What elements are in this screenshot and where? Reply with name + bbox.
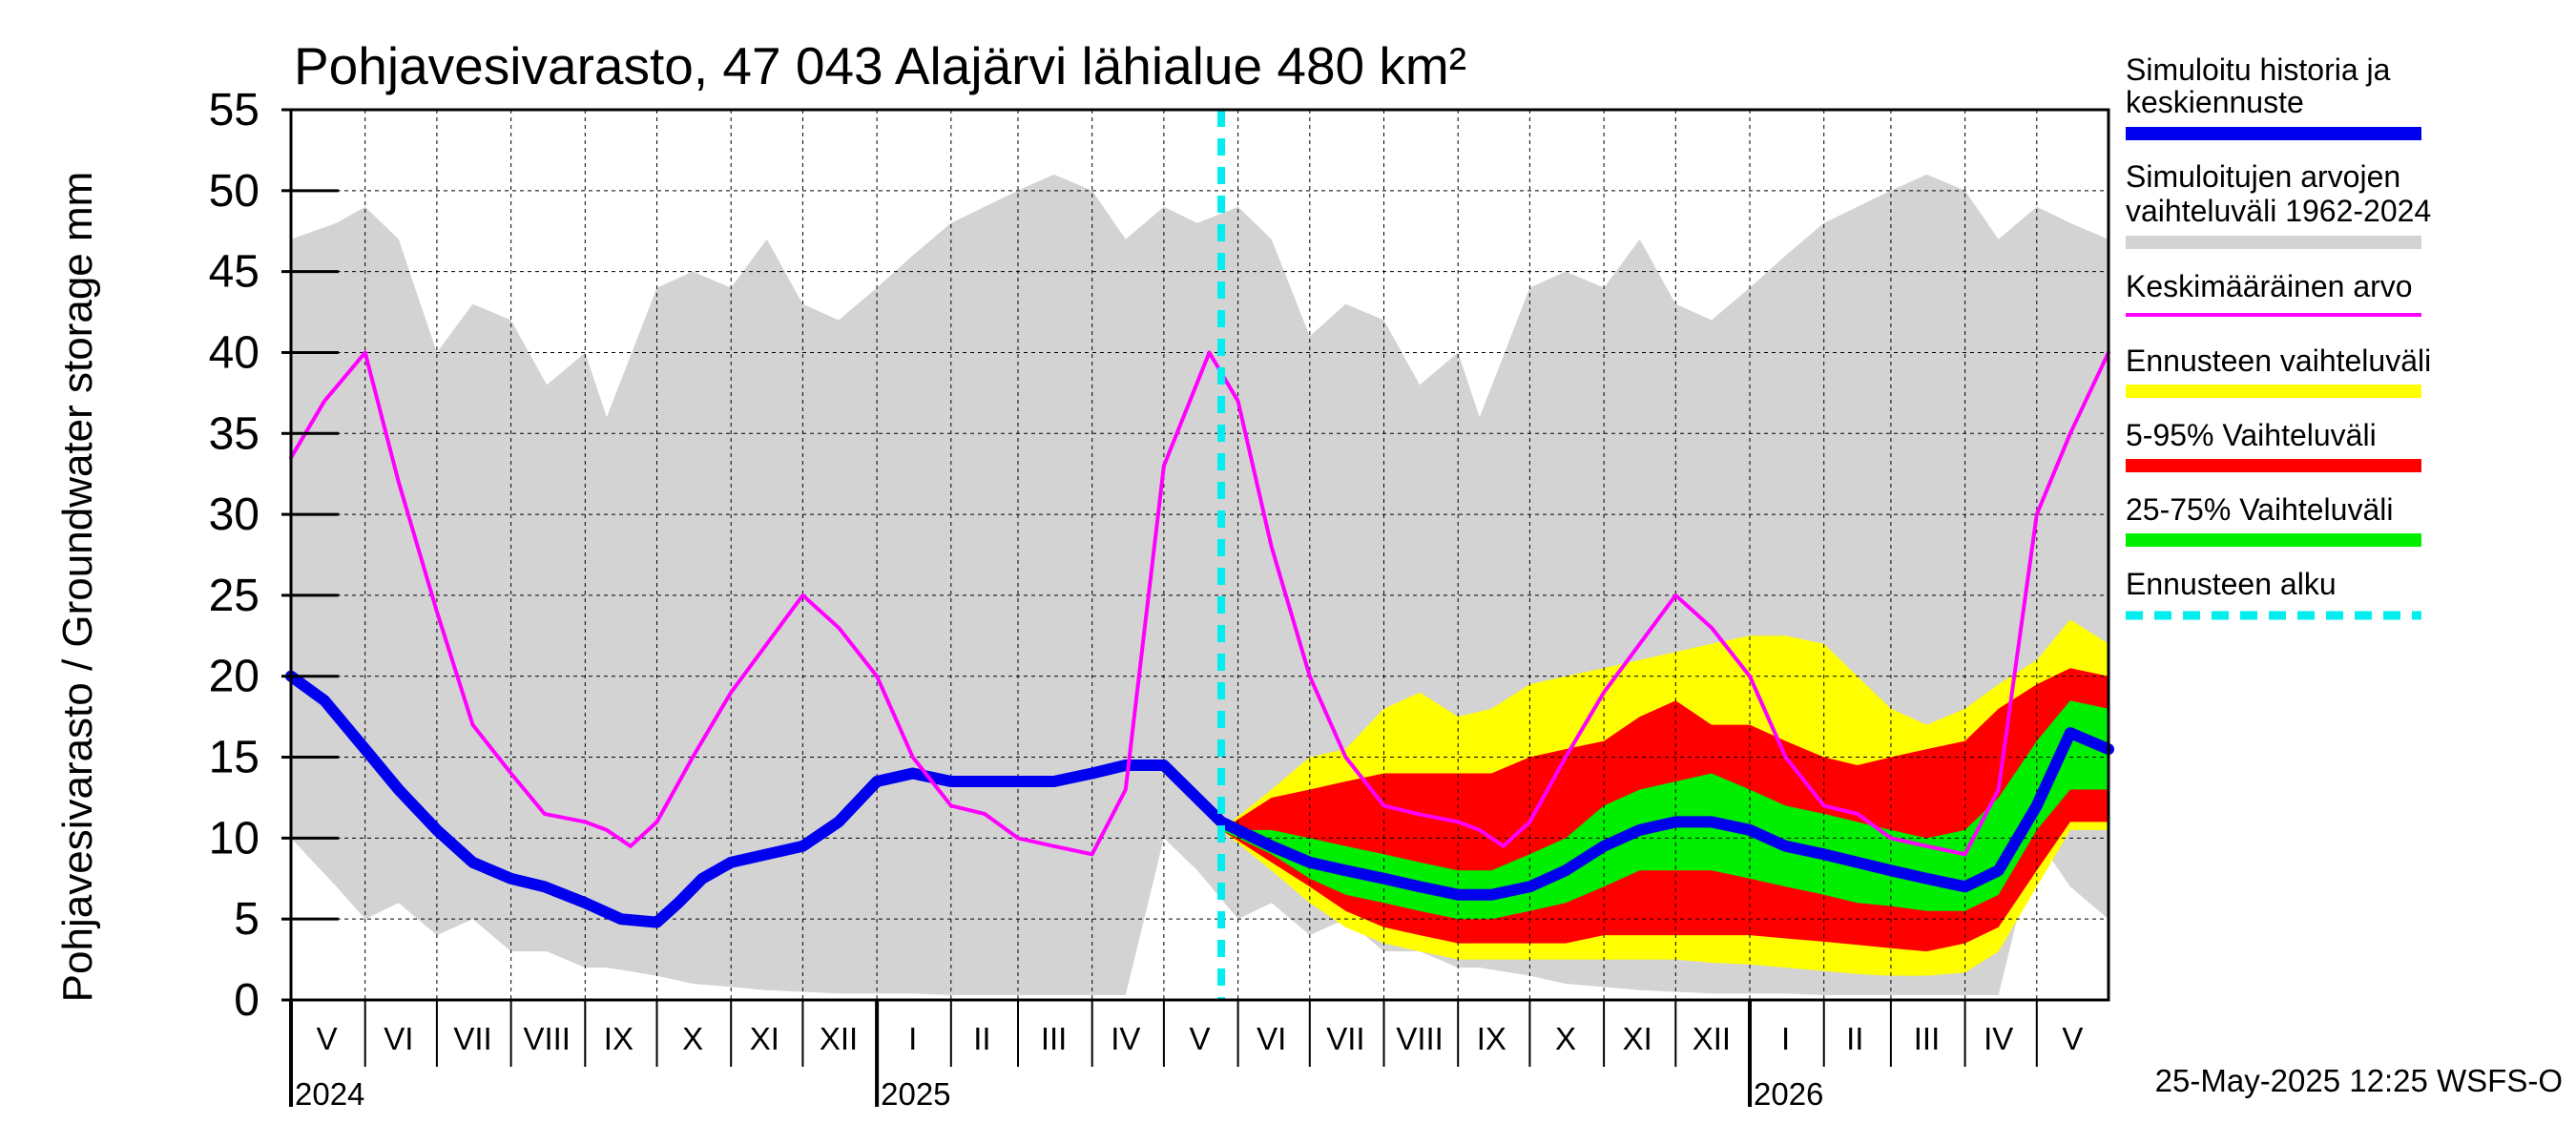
legend-label: Simuloitujen arvojen	[2126, 159, 2400, 194]
y-tick-label: 50	[209, 166, 260, 217]
y-tick-label: 10	[209, 813, 260, 864]
month-label: XI	[1623, 1021, 1652, 1056]
month-label: X	[682, 1021, 703, 1056]
y-axis-label: Pohjavesivarasto / Groundwater storage m…	[54, 172, 101, 1003]
year-label: 2025	[881, 1076, 950, 1112]
footer-timestamp: 25-May-2025 12:25 WSFS-O	[2155, 1063, 2563, 1098]
gridlines	[291, 110, 2109, 1000]
plot-area	[285, 108, 2114, 1002]
y-axis-ticks: 0 5 10 15 20 25 30 35 40 45 50 55	[209, 85, 339, 1026]
month-label: IX	[1477, 1021, 1506, 1056]
y-tick-label: 5	[234, 894, 260, 945]
month-label: IV	[1111, 1021, 1140, 1056]
year-label: 2024	[295, 1076, 364, 1112]
y-tick-label: 20	[209, 652, 260, 702]
y-tick-label: 15	[209, 733, 260, 783]
month-label: II	[973, 1021, 990, 1056]
y-tick-label: 45	[209, 247, 260, 298]
band-layer	[291, 174, 2109, 995]
month-label: XII	[1693, 1021, 1731, 1056]
month-label: III	[1041, 1021, 1068, 1056]
month-label: V	[1189, 1021, 1210, 1056]
y-tick-label: 0	[234, 975, 260, 1026]
y-tick-label: 30	[209, 489, 260, 540]
legend-label: 5-95% Vaihteluväli	[2126, 418, 2377, 452]
month-label: I	[1781, 1021, 1790, 1056]
month-label: VII	[1326, 1021, 1364, 1056]
month-label: I	[908, 1021, 917, 1056]
series-line-keskim-r-inen-arvo	[289, 350, 2110, 857]
legend-label: Simuloitu historia ja	[2126, 52, 2391, 87]
month-label: X	[1555, 1021, 1576, 1056]
month-label: V	[2062, 1021, 2083, 1056]
legend-label: keskiennuste	[2126, 85, 2304, 119]
series-line-simuloitu-historia-ja-keskiennuste	[285, 670, 2114, 928]
month-label: III	[1914, 1021, 1941, 1056]
legend-label: Ennusteen vaihteluväli	[2126, 344, 2431, 378]
y-tick-label: 35	[209, 408, 260, 459]
month-label: XII	[820, 1021, 858, 1056]
month-label: VIII	[1396, 1021, 1444, 1056]
month-label: II	[1846, 1021, 1863, 1056]
month-label: XI	[750, 1021, 779, 1056]
y-tick-label: 40	[209, 327, 260, 378]
legend-label: 25-75% Vaihteluväli	[2126, 492, 2393, 527]
month-label: VIII	[523, 1021, 571, 1056]
month-label: VI	[384, 1021, 413, 1056]
month-label: IX	[604, 1021, 634, 1056]
legend-label: Keskimääräinen arvo	[2126, 269, 2413, 303]
legend-label: Ennusteen alku	[2126, 567, 2337, 601]
month-label: V	[317, 1021, 338, 1056]
month-label: IV	[1984, 1021, 2013, 1056]
month-label: VI	[1257, 1021, 1286, 1056]
month-label: VII	[453, 1021, 491, 1056]
line-layer	[285, 350, 2114, 928]
chart-title: Pohjavesivarasto, 47 043 Alajärvi lähial…	[294, 36, 1466, 95]
year-label: 2026	[1754, 1076, 1823, 1112]
y-tick-label: 25	[209, 571, 260, 621]
x-axis: V VI VII VIII IX X XI XII I II III IV V VI VII VIII IX X X…	[289, 1000, 2083, 1112]
plot-frame	[289, 108, 2110, 1002]
legend-label: vaihteluväli 1962-2024	[2126, 194, 2431, 228]
y-tick-label: 55	[209, 85, 260, 135]
